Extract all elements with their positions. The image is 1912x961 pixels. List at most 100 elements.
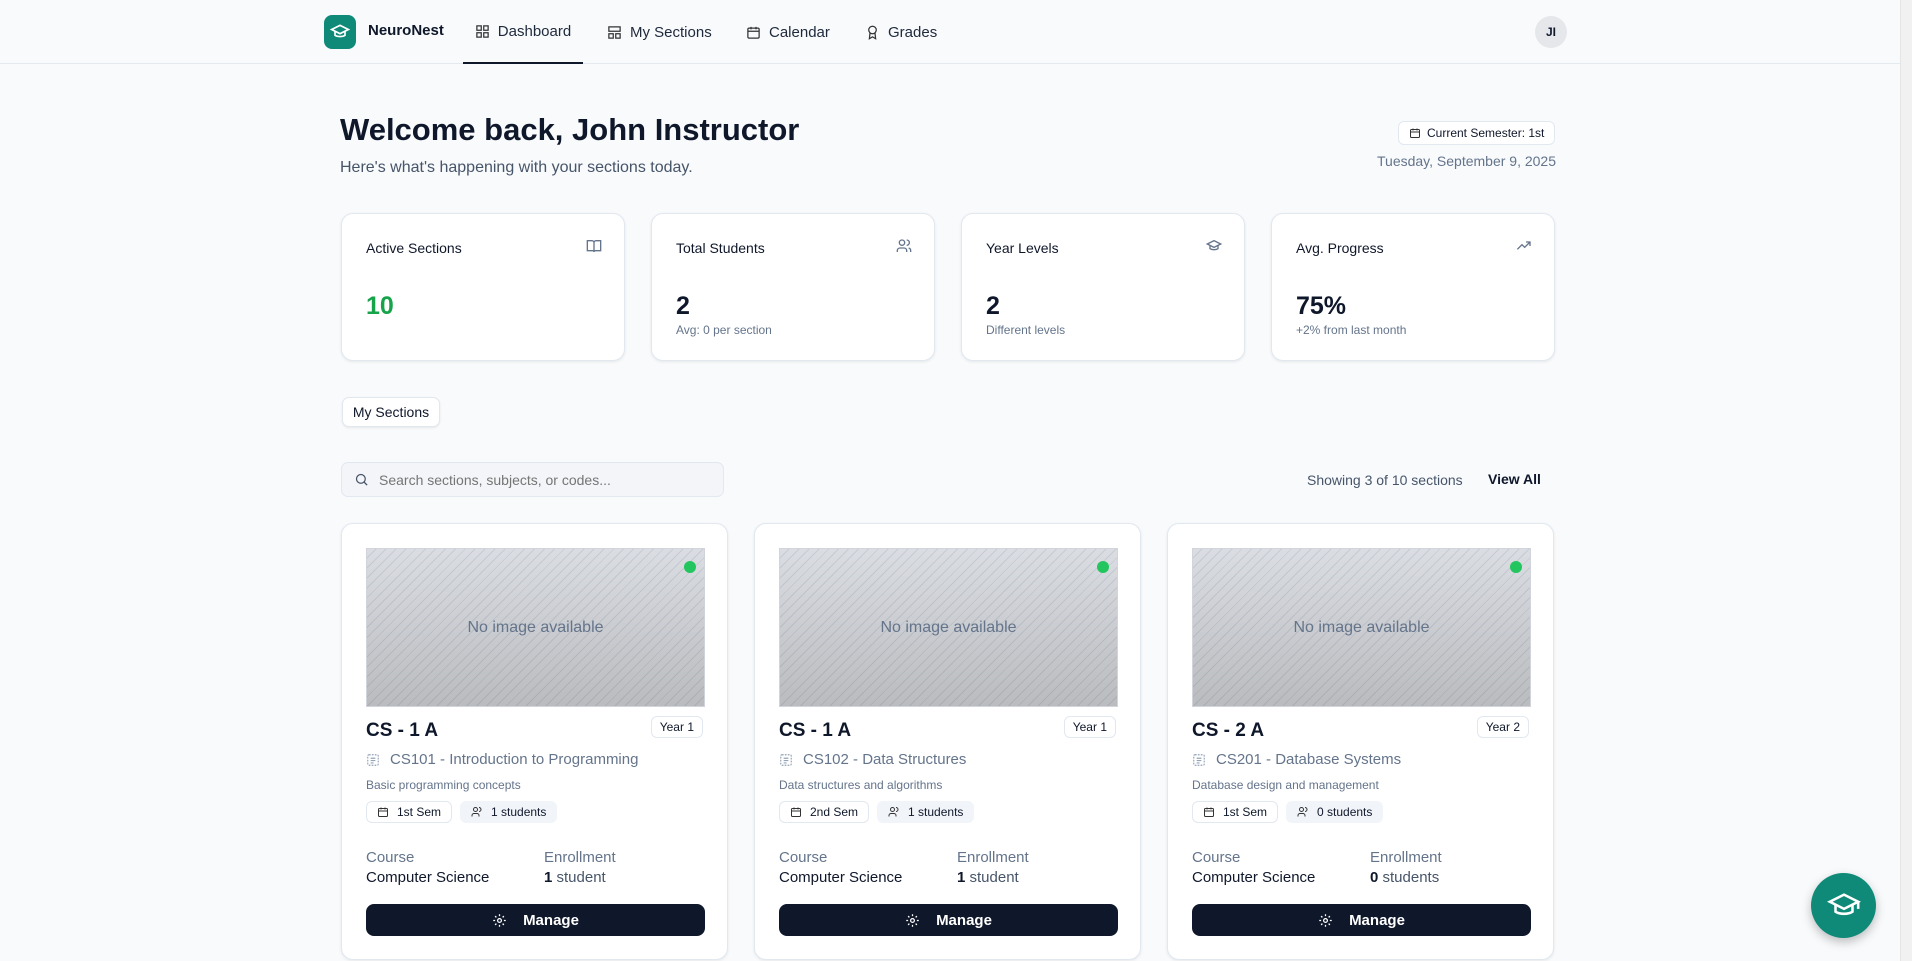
manage-label: Manage: [1349, 911, 1405, 929]
students-label: 1 students: [908, 805, 964, 819]
users-icon: [471, 807, 482, 817]
enrollment-count: 1: [957, 869, 966, 886]
nav-dashboard[interactable]: Dashboard: [463, 0, 583, 64]
page-title: Welcome back, John Instructor: [340, 112, 800, 147]
subject-label: CS201 - Database Systems: [1216, 751, 1402, 768]
section-card[interactable]: No image available CS - 1 A Year 1 CS101…: [341, 523, 728, 960]
trending-up-icon: [1516, 241, 1531, 250]
section-description: Database design and management: [1192, 778, 1379, 792]
enrollment-label: Enrollment: [957, 849, 1029, 866]
nav-calendar[interactable]: Calendar: [746, 0, 830, 64]
manage-label: Manage: [523, 911, 579, 929]
semester-label: Current Semester: 1st: [1427, 126, 1545, 140]
manage-button[interactable]: Manage: [1192, 904, 1531, 936]
stat-sub: Avg: 0 per section: [676, 323, 772, 337]
search-box[interactable]: [341, 462, 724, 497]
semester-chip: 1st Sem: [366, 801, 453, 823]
stat-card-avg-progress: Avg. Progress 75% +2% from last month: [1271, 213, 1555, 361]
calendar-icon: [1410, 128, 1420, 138]
subject-code-icon: [1193, 753, 1205, 766]
search-icon: [355, 473, 368, 486]
section-card[interactable]: No image available CS - 1 A Year 1 CS102…: [754, 523, 1141, 960]
no-image-text: No image available: [880, 618, 1017, 636]
manage-label: Manage: [936, 911, 992, 929]
stat-card-active-sections: Active Sections 10: [341, 213, 625, 361]
logo[interactable]: [324, 15, 356, 49]
nav-grades[interactable]: Grades: [865, 0, 937, 64]
semester-label: 2nd Sem: [810, 805, 859, 819]
nav-label: My Sections: [630, 23, 712, 41]
section-card[interactable]: No image available CS - 2 A Year 2 CS201…: [1167, 523, 1554, 960]
stat-title: Total Students: [676, 240, 765, 256]
section-description: Data structures and algorithms: [779, 778, 943, 792]
nav-label: Calendar: [769, 23, 830, 41]
tab-my-sections[interactable]: My Sections: [342, 397, 440, 427]
showing-count: Showing 3 of 10 sections: [1307, 472, 1463, 488]
stat-title: Avg. Progress: [1296, 240, 1384, 256]
stat-value: 2: [986, 292, 1000, 320]
section-image-placeholder: No image available: [1192, 548, 1531, 707]
view-all-link[interactable]: View All: [1488, 471, 1541, 487]
search-input[interactable]: [379, 471, 709, 488]
page-subtitle: Here's what's happening with your sectio…: [340, 159, 693, 176]
semester-label: 1st Sem: [397, 805, 442, 819]
nav-my-sections[interactable]: My Sections: [607, 0, 712, 64]
manage-button[interactable]: Manage: [366, 904, 705, 936]
enrollment-unit: students: [1382, 869, 1440, 886]
course-value: Computer Science: [366, 869, 490, 886]
gear-icon: [493, 913, 506, 927]
gear-icon: [906, 913, 919, 927]
enrollment-count: 0: [1370, 869, 1379, 886]
grid-icon: [476, 24, 489, 38]
enrollment-unit: student: [556, 869, 606, 886]
current-date: Tuesday, September 9, 2025: [1377, 153, 1556, 169]
book-open-icon: [586, 240, 602, 253]
stat-card-year-levels: Year Levels 2 Different levels: [961, 213, 1245, 361]
stat-title: Active Sections: [366, 240, 462, 256]
nav-label: Dashboard: [497, 22, 572, 40]
scrollbar[interactable]: [1900, 0, 1912, 961]
active-status-dot: [1097, 561, 1109, 573]
section-title: CS - 2 A: [1192, 720, 1265, 741]
users-icon: [888, 807, 899, 817]
stat-title: Year Levels: [986, 240, 1059, 256]
course-label: Course: [366, 849, 415, 866]
gear-icon: [1319, 913, 1332, 927]
nav-label: Grades: [888, 23, 938, 41]
avatar[interactable]: JI: [1535, 16, 1567, 48]
subject-label: CS101 - Introduction to Programming: [390, 751, 639, 768]
stat-value: 10: [366, 292, 394, 320]
section-image-placeholder: No image available: [366, 548, 705, 707]
section-title: CS - 1 A: [779, 720, 852, 741]
subject-code-icon: [367, 753, 379, 766]
subject: CS201 - Database Systems: [1192, 751, 1401, 768]
stat-value: 75%: [1296, 292, 1347, 320]
section-title: CS - 1 A: [366, 720, 439, 741]
stat-value: 2: [676, 292, 690, 320]
manage-button[interactable]: Manage: [779, 904, 1118, 936]
semester-chip: 2nd Sem: [779, 801, 870, 823]
enrollment-value: 1 student: [957, 869, 1019, 886]
users-icon: [896, 239, 912, 252]
students-label: 0 students: [1317, 805, 1373, 819]
students-label: 1 students: [491, 805, 547, 819]
brand-name: NeuroNest: [368, 22, 444, 39]
students-chip: 0 students: [1286, 801, 1384, 823]
course-label: Course: [1192, 849, 1241, 866]
active-status-dot: [1510, 561, 1522, 573]
enrollment-value: 0 students: [1370, 869, 1439, 886]
enrollment-count: 1: [544, 869, 553, 886]
year-badge: Year 1: [650, 716, 703, 738]
calendar-icon: [747, 26, 760, 39]
course-label: Course: [779, 849, 828, 866]
graduation-cap-icon: [1826, 892, 1861, 915]
enrollment-label: Enrollment: [1370, 849, 1442, 866]
calendar-icon: [791, 807, 801, 817]
subject: CS101 - Introduction to Programming: [366, 751, 638, 768]
top-nav: NeuroNest Dashboard My Sections Calendar…: [0, 0, 1900, 64]
no-image-text: No image available: [467, 618, 604, 636]
calendar-icon: [1204, 807, 1214, 817]
assistant-fab-button[interactable]: [1811, 873, 1876, 938]
active-status-dot: [684, 561, 696, 573]
semester-chip: 1st Sem: [1192, 801, 1279, 823]
